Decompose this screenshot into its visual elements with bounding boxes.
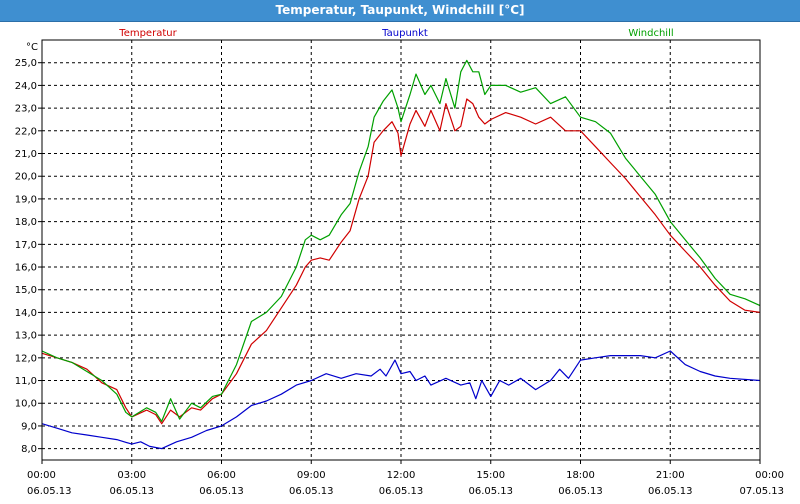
x-tick-time-label: 09:00 xyxy=(297,470,326,481)
x-tick-time-label: 03:00 xyxy=(117,470,146,481)
x-tick-date-label: 06.05.13 xyxy=(109,486,154,497)
x-tick-date-label: 06.05.13 xyxy=(468,486,513,497)
legend-item-taupunkt: Taupunkt xyxy=(381,28,428,39)
x-tick-date-label: 07.05.13 xyxy=(739,486,784,497)
series-lines xyxy=(41,59,761,450)
x-tick-time-label: 06:00 xyxy=(207,470,236,481)
y-tick-label: 23,0 xyxy=(15,104,37,115)
series-line-windchill xyxy=(41,59,761,422)
y-tick-label: 21,0 xyxy=(15,149,37,160)
y-tick-label: 22,0 xyxy=(15,126,37,137)
x-tick-time-label: 21:00 xyxy=(656,470,685,481)
x-tick-date-label: 06.05.13 xyxy=(379,486,424,497)
y-tick-label: 25,0 xyxy=(15,58,37,69)
y-axis: 8,0 9,0 10,0 11,0 12,0 13,0 14,0 15,0 16,0 17,0 18… xyxy=(15,58,42,455)
x-tick-time-label: 18:00 xyxy=(566,470,595,481)
x-tick-date-label: 06.05.13 xyxy=(199,486,244,497)
x-tick-time-label: 00:00 xyxy=(27,470,56,481)
x-tick-time-label: 00:00 xyxy=(755,470,784,481)
x-tick-time-label: 12:00 xyxy=(387,470,416,481)
y-tick-label: 9,0 xyxy=(21,421,37,432)
grid-lines xyxy=(42,40,760,460)
y-tick-label: 20,0 xyxy=(15,172,37,183)
series-line-temperatur xyxy=(41,98,761,425)
series-line-taupunkt xyxy=(41,350,761,450)
y-tick-label: 17,0 xyxy=(15,240,37,251)
x-tick-date-label: 06.05.13 xyxy=(648,486,693,497)
y-tick-label: 15,0 xyxy=(15,285,37,296)
y-tick-label: 19,0 xyxy=(15,194,37,205)
title-bar: Temperatur, Taupunkt, Windchill [°C] xyxy=(0,0,800,22)
y-tick-label: 13,0 xyxy=(15,331,37,342)
window-title: Temperatur, Taupunkt, Windchill [°C] xyxy=(275,3,525,17)
x-tick-date-label: 06.05.13 xyxy=(289,486,334,497)
legend-item-windchill: Windchill xyxy=(628,28,673,39)
x-tick-date-label: 06.05.13 xyxy=(27,486,72,497)
y-tick-label: 12,0 xyxy=(15,353,37,364)
y-tick-label: 24,0 xyxy=(15,81,37,92)
y-tick-label: 11,0 xyxy=(15,376,37,387)
x-tick-time-label: 15:00 xyxy=(476,470,505,481)
line-chart: 8,0 9,0 10,0 11,0 12,0 13,0 14,0 15,0 16,0 17,0 18… xyxy=(15,28,784,497)
chart-area: 8,0 9,0 10,0 11,0 12,0 13,0 14,0 15,0 16,0 17,0 18… xyxy=(0,22,800,500)
x-tick-date-label: 06.05.13 xyxy=(558,486,603,497)
y-tick-label: 16,0 xyxy=(15,263,37,274)
x-axis: 00:00 06.05.13 03:00 06.05.13 06:00 06.05.13 0… xyxy=(27,460,784,497)
y-tick-label: 18,0 xyxy=(15,217,37,228)
legend: Temperatur Taupunkt Windchill xyxy=(118,28,673,39)
y-tick-label: 8,0 xyxy=(21,444,37,455)
y-axis-label: °C xyxy=(26,42,38,53)
y-tick-label: 14,0 xyxy=(15,308,37,319)
legend-item-temperatur: Temperatur xyxy=(118,28,177,39)
y-tick-label: 10,0 xyxy=(15,399,37,410)
